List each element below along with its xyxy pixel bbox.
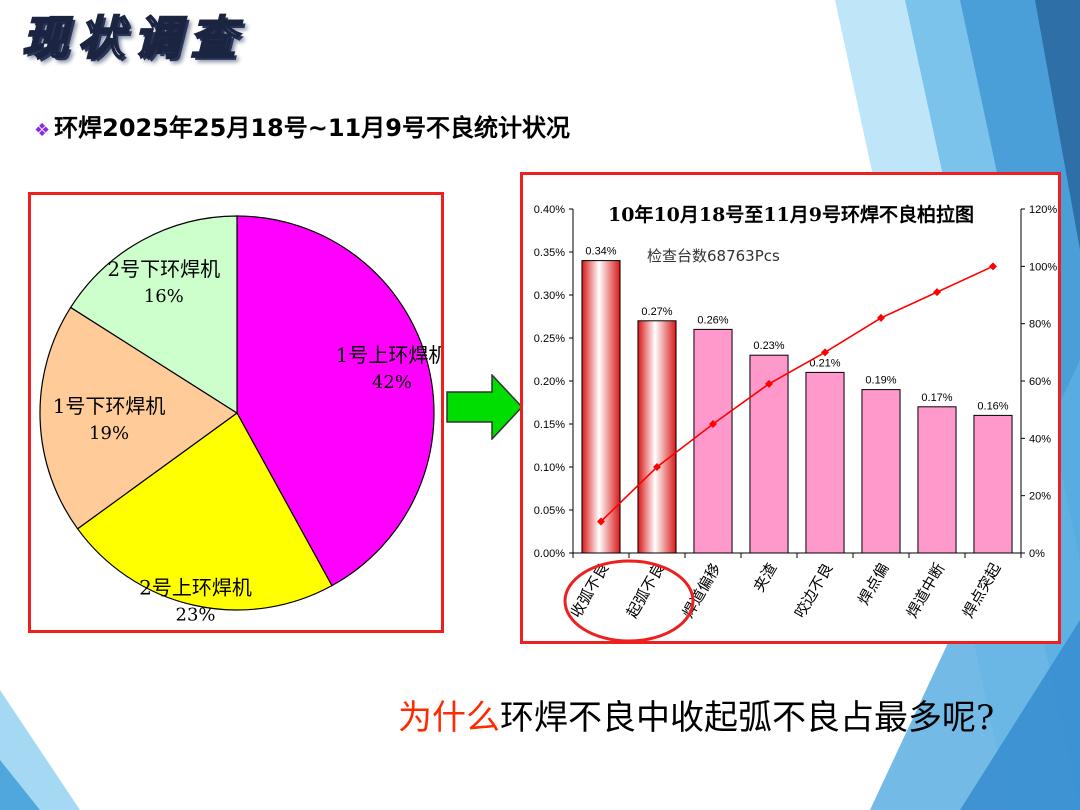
pareto-chart-panel: 0.00% 0.05% 0.10% 0.15% 0.20% 0.25% 0.30% 0.35%… xyxy=(520,172,1061,644)
bar-value-label: 0.23% xyxy=(753,340,784,352)
x-category-label: 焊点偏 xyxy=(854,560,892,608)
pie-slice-label: 1号下环焊机 xyxy=(53,394,166,418)
pie-slice-label: 2号下环焊机 xyxy=(107,257,220,281)
y2-tick-label: 120% xyxy=(1029,204,1057,216)
y-tick-label: 0.30% xyxy=(534,290,565,302)
x-category-label: 起弧不良 xyxy=(623,560,669,621)
cumulative-point xyxy=(709,420,717,428)
bar-4 xyxy=(749,354,789,554)
y2-tick-label: 100% xyxy=(1029,261,1057,273)
cumulative-point xyxy=(989,262,997,271)
y2-tick-label: 20% xyxy=(1029,491,1051,503)
bar-value-label: 0.26% xyxy=(697,314,728,326)
bar-1 xyxy=(581,260,621,554)
bar-value-label: 0.34% xyxy=(585,246,616,258)
inspection-count-annotation: 检查台数68763Pcs xyxy=(647,247,780,265)
highlight-ellipse xyxy=(563,559,695,641)
slide-subtitle: ❖ 环焊2025年25月18号~11月9号不良统计状况 xyxy=(34,108,570,143)
bar-value-label: 0.27% xyxy=(641,306,672,318)
y-tick-label: 0.10% xyxy=(534,462,565,474)
pie-slice-value: 42% xyxy=(372,372,412,393)
y-tick-label: 0.00% xyxy=(534,548,565,560)
cumulative-point xyxy=(933,288,941,297)
cumulative-point xyxy=(765,379,773,388)
pie-chart: 1号上环焊机 42% 2号上环焊机 23% 1号下环焊机 19% 2号下环焊机 16% xyxy=(39,215,441,625)
cumulative-point xyxy=(877,313,885,322)
bar-2 xyxy=(637,320,677,554)
pie-slice-2 xyxy=(76,412,333,611)
pie-slice-4 xyxy=(69,215,238,415)
x-category-label: 焊道中断 xyxy=(903,560,949,621)
y-tick-label: 0.35% xyxy=(534,247,565,259)
bar-8 xyxy=(973,414,1013,554)
question-text: 为什么环焊不良中收起弧不良占最多呢? xyxy=(398,690,994,739)
x-category-label: 夹渣 xyxy=(750,560,781,595)
bar-6 xyxy=(861,389,901,554)
pareto-chart-title: 10年10月18号至11月9号环焊不良柏拉图 xyxy=(608,203,974,226)
bar-3 xyxy=(693,328,733,554)
pie-slice-value: 16% xyxy=(144,286,184,307)
y-tick-label: 0.25% xyxy=(534,333,565,345)
bar-value-label: 0.17% xyxy=(921,392,952,404)
y-tick-label: 0.40% xyxy=(534,204,565,216)
pie-slice-label: 2号上环焊机 xyxy=(139,575,252,599)
right-arrow-icon xyxy=(446,374,524,440)
x-category-label: 焊点突起 xyxy=(959,560,1005,621)
y-tick-label: 0.15% xyxy=(534,419,565,431)
cumulative-point xyxy=(821,348,829,357)
bar-5 xyxy=(805,371,845,554)
pie-slice-3 xyxy=(39,306,239,530)
y-tick-label: 0.05% xyxy=(534,505,565,517)
y2-tick-label: 40% xyxy=(1029,433,1051,445)
pie-slice-value: 19% xyxy=(89,423,129,444)
bar-7 xyxy=(917,406,957,554)
pie-slice-1 xyxy=(236,215,435,587)
y2-tick-label: 80% xyxy=(1029,319,1051,331)
bar-value-label: 0.16% xyxy=(977,400,1008,412)
question-rest: 环焊不良中收起弧不良占最多呢? xyxy=(500,698,995,738)
bar-value-label: 0.19% xyxy=(865,375,896,387)
y-tick-label: 0.20% xyxy=(534,376,565,388)
bar-value-label: 0.21% xyxy=(809,357,840,369)
x-category-label: 咬边不良 xyxy=(791,560,837,621)
question-highlight: 为什么 xyxy=(398,698,500,738)
y2-tick-label: 0% xyxy=(1029,548,1045,560)
pie-slice-label: 1号上环焊机 xyxy=(336,343,441,367)
bullet-diamond-icon: ❖ xyxy=(34,120,51,141)
pareto-chart: 0.00% 0.05% 0.10% 0.15% 0.20% 0.25% 0.30% 0.35%… xyxy=(534,203,1057,641)
pie-slice-value: 23% xyxy=(176,604,216,625)
x-category-label: 焊道偏移 xyxy=(679,560,725,621)
y2-tick-label: 60% xyxy=(1029,376,1051,388)
pie-chart-panel: 1号上环焊机 42% 2号上环焊机 23% 1号下环焊机 19% 2号下环焊机 16% xyxy=(28,192,444,633)
cumulative-point xyxy=(653,463,661,471)
subtitle-text: 环焊2025年25月18号~11月9号不良统计状况 xyxy=(54,114,570,142)
slide-title: 现状调查 xyxy=(21,10,246,66)
cumulative-point xyxy=(597,517,605,526)
cumulative-line xyxy=(600,265,994,523)
